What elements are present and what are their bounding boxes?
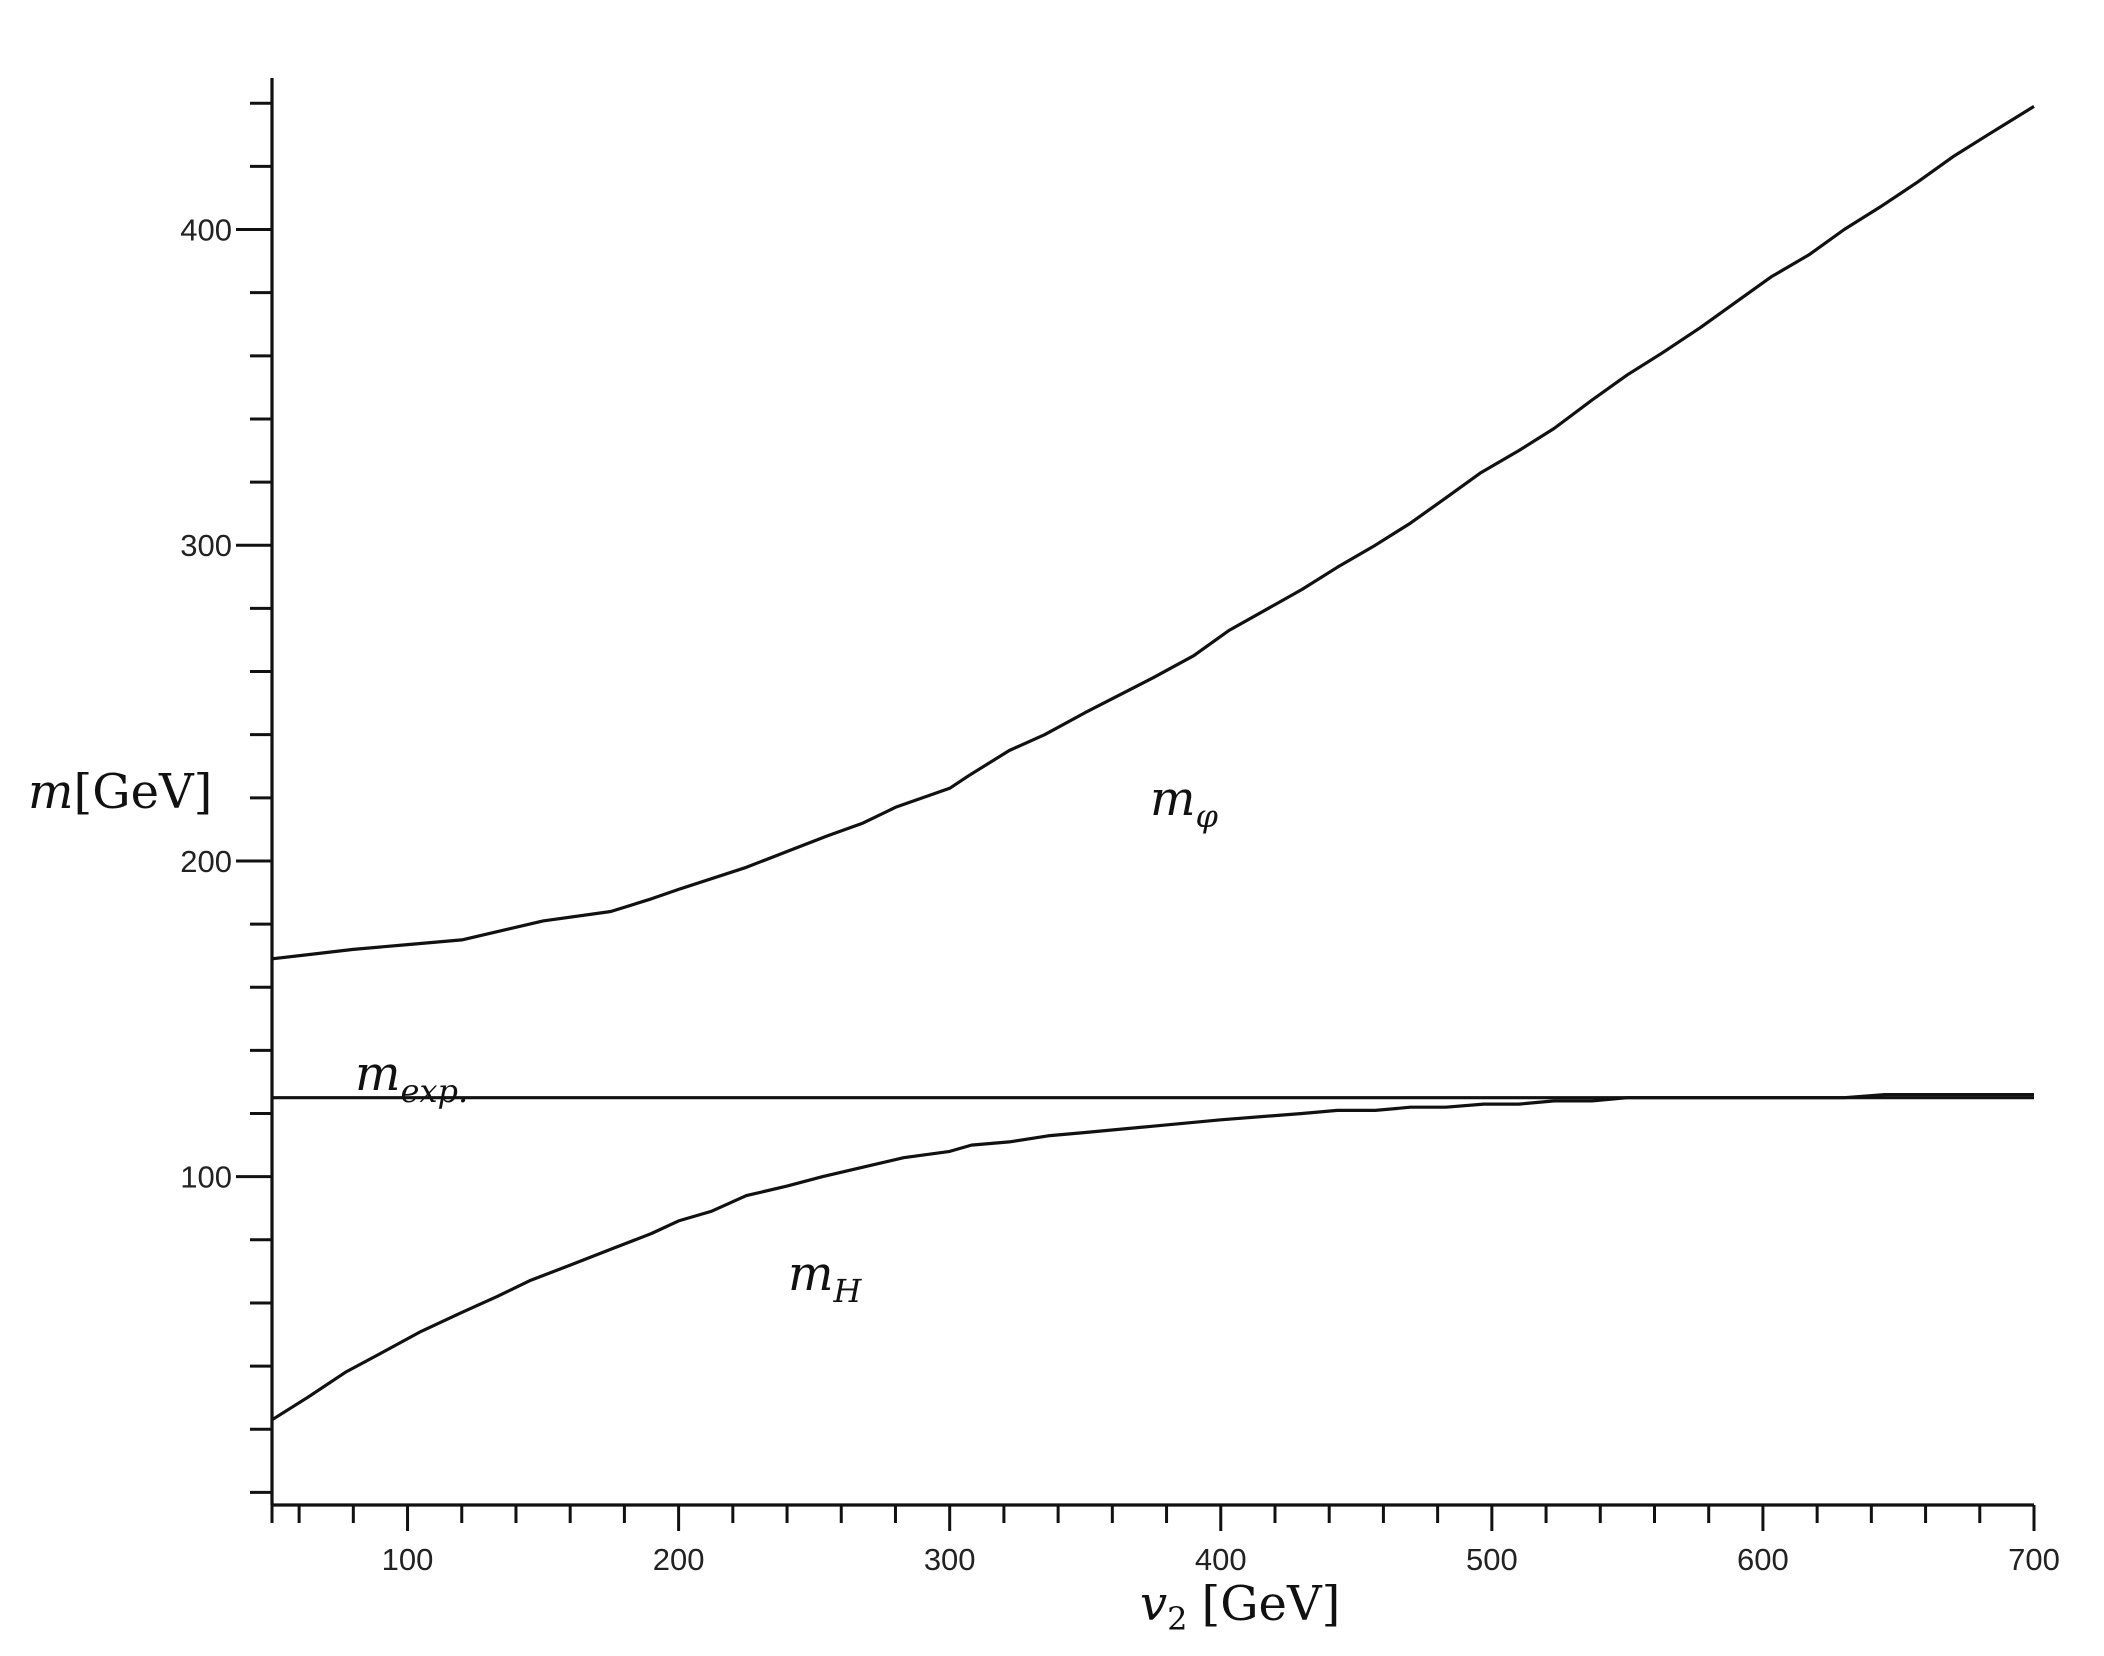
y-tick-label: 300 (180, 528, 232, 563)
x-tick-label: 700 (2008, 1542, 2060, 1577)
series-label-m-h-base: m (788, 1246, 834, 1302)
series-lines (271, 105, 2035, 1422)
x-tick-label: 500 (1466, 1542, 1518, 1577)
x-tick-label: 600 (1737, 1542, 1789, 1577)
m-phi-curve (271, 105, 2035, 961)
series-label-m-h: mH (788, 1246, 863, 1310)
axis-tick-labels: 100 200 300 400 100 200 300 400 500 600 700 (180, 213, 2060, 1577)
x-tick-label: 400 (1195, 1542, 1247, 1577)
x-axis-label-unit: [GeV] (1201, 1576, 1340, 1632)
x-tick-label: 200 (653, 1542, 705, 1577)
series-label-m-phi: mφ (1150, 771, 1219, 835)
series-label-m-phi-sub: φ (1196, 797, 1219, 835)
x-tick-label: 100 (382, 1542, 434, 1577)
x-axis-label: v2 [GeV] (1140, 1576, 1340, 1638)
series-label-m-exp-base: m (355, 1046, 401, 1102)
axis-ticks (236, 101, 2036, 1531)
y-tick-label: 100 (180, 1160, 232, 1195)
series-label-m-exp: mexp. (355, 1046, 468, 1110)
x-axis-label-var: v (1140, 1576, 1167, 1632)
series-label-m-phi-base: m (1150, 771, 1196, 827)
series-label-m-h-sub: H (833, 1272, 863, 1310)
m-h-curve (271, 1093, 2034, 1422)
x-tick-label: 300 (924, 1542, 976, 1577)
y-tick-label: 200 (180, 844, 232, 879)
series-label-m-exp-sub: exp. (401, 1072, 469, 1110)
y-tick-label: 400 (180, 213, 232, 248)
y-axis-label-unit: [GeV] (74, 764, 213, 820)
y-axis-label-var: m (28, 764, 74, 820)
x-axis-label-sub: 2 (1167, 1600, 1187, 1638)
y-axis-label: m[GeV] (28, 764, 212, 820)
